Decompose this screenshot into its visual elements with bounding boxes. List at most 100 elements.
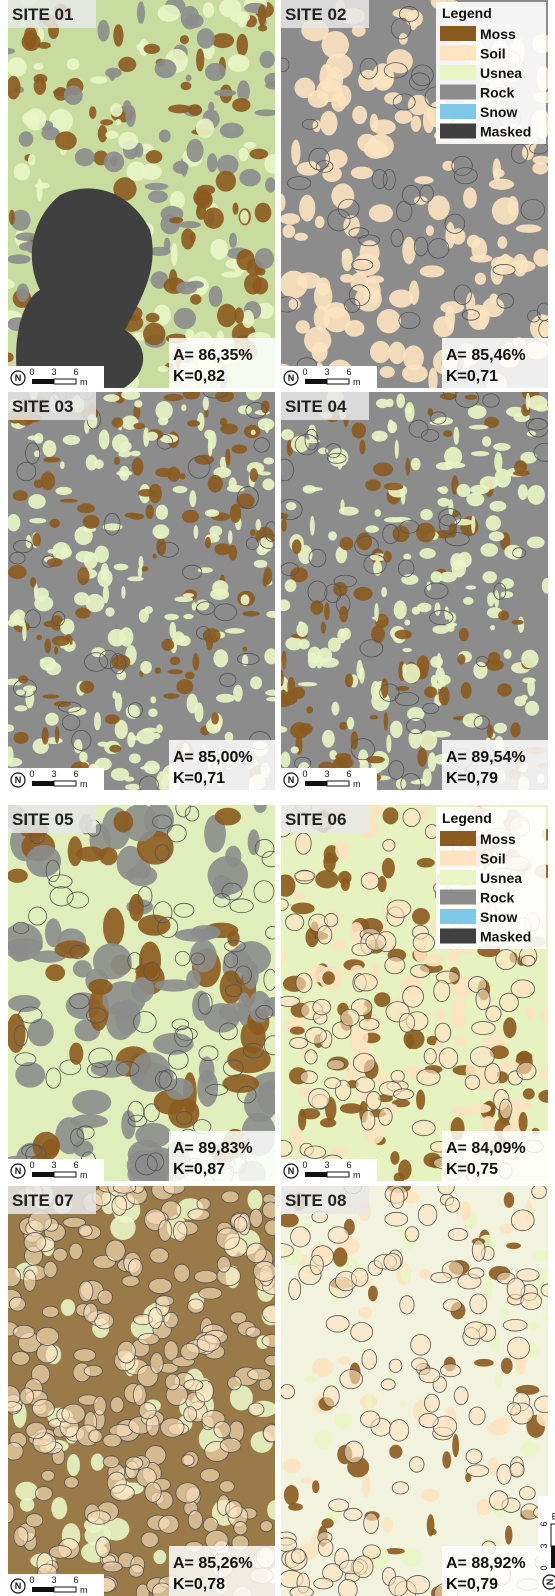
- map-patch: [280, 752, 290, 768]
- map-patch: [254, 798, 267, 813]
- scale-label: 0: [302, 1160, 307, 1170]
- polygon-outline: [324, 913, 337, 926]
- legend-swatch: [440, 851, 476, 866]
- map-patch: [460, 1201, 470, 1220]
- map-patch: [6, 76, 20, 100]
- map-patch: [471, 451, 489, 456]
- polygon-outline: [317, 926, 332, 944]
- map-patch: [75, 608, 90, 619]
- map-patch: [61, 1299, 75, 1316]
- map-patch: [436, 462, 454, 470]
- map-patch: [487, 1421, 508, 1435]
- scale-label: 3: [51, 367, 56, 377]
- map-patch: [176, 281, 197, 294]
- polygon-outline: [260, 1521, 272, 1532]
- map-patch: [320, 111, 337, 136]
- polygon-outline: [468, 1268, 484, 1278]
- map-patch: [278, 599, 290, 611]
- polygon-outline: [181, 1343, 200, 1359]
- polygon-outline: [200, 1468, 219, 1481]
- map-patch: [152, 554, 156, 559]
- map-patch: [194, 455, 214, 465]
- polygon-outline: [2, 1402, 21, 1413]
- map-patch: [304, 487, 323, 491]
- map-patch: [89, 106, 96, 119]
- scale-label: 0: [29, 1575, 34, 1585]
- scale-label: 3: [324, 1160, 329, 1170]
- polygon-outline: [534, 1396, 555, 1413]
- map-patch: [370, 715, 379, 719]
- site-title: SITE 01: [12, 5, 73, 24]
- map-patch: [189, 490, 196, 507]
- polygon-outline: [379, 1108, 393, 1125]
- map-patch: [183, 614, 193, 619]
- polygon-outline: [403, 808, 420, 826]
- map-patch: [94, 712, 101, 730]
- map-patch: [114, 457, 120, 465]
- map-patch: [164, 614, 179, 620]
- map-patch: [283, 1458, 302, 1473]
- map-patch: [203, 628, 221, 643]
- map-patch: [457, 654, 465, 664]
- map-patch: [322, 730, 335, 748]
- legend-title: Legend: [442, 5, 492, 21]
- map-patch: [359, 440, 365, 455]
- map-patch: [115, 119, 121, 125]
- map-patch: [190, 294, 201, 305]
- map-patch: [428, 752, 437, 771]
- map-patch: [484, 1276, 493, 1299]
- map-patch: [229, 233, 237, 248]
- scale-label: 6: [346, 769, 351, 779]
- map-patch: [501, 1358, 513, 1374]
- map-patch: [77, 503, 95, 513]
- map-patch: [463, 187, 477, 208]
- map-patch: [321, 622, 326, 634]
- map-patch: [2, 48, 15, 54]
- map-patch: [250, 676, 262, 689]
- map-patch: [402, 365, 428, 383]
- map-patch: [8, 995, 40, 1012]
- scale-label: 3: [51, 1575, 56, 1585]
- map-patch: [215, 808, 241, 826]
- map-patch: [34, 77, 47, 95]
- map-patch: [97, 569, 112, 588]
- map-patch: [203, 207, 224, 228]
- map-patch: [242, 310, 254, 328]
- map-patch: [28, 494, 46, 509]
- map-patch: [458, 552, 472, 568]
- map-patch: [203, 396, 209, 410]
- map-patch: [52, 636, 70, 646]
- map-patch: [234, 308, 244, 324]
- site-title: SITE 06: [285, 810, 346, 829]
- map-patch: [322, 1518, 334, 1528]
- polygon-outline: [103, 1456, 119, 1468]
- map-patch: [255, 248, 274, 269]
- map-patch: [370, 803, 382, 817]
- map-patch: [7, 514, 20, 532]
- map-patch: [504, 649, 512, 659]
- map-patch: [506, 1242, 521, 1249]
- map-patch: [382, 1517, 393, 1533]
- polygon-outline: [145, 1482, 161, 1502]
- map-patch: [30, 577, 36, 587]
- map-patch: [340, 274, 353, 283]
- map-patch: [395, 110, 412, 124]
- accuracy: A= 85,26%: [173, 1555, 253, 1572]
- map-patch: [132, 458, 144, 476]
- map-patch: [125, 513, 139, 518]
- accuracy: A= 85,46%: [446, 347, 526, 364]
- north-label: N: [288, 373, 295, 383]
- map-patch: [424, 686, 437, 697]
- map-patch: [402, 648, 412, 652]
- map-patch: [158, 416, 168, 425]
- polygon-outline: [310, 1255, 323, 1274]
- map-patch: [182, 510, 199, 523]
- map-patch: [335, 1413, 353, 1428]
- polygon-outline: [305, 1027, 326, 1044]
- map-patch: [90, 76, 107, 84]
- map-patch: [133, 423, 145, 429]
- map-patch: [469, 425, 489, 430]
- map-patch: [220, 970, 242, 1004]
- map-patch: [366, 756, 385, 763]
- polygon-outline: [248, 1403, 264, 1416]
